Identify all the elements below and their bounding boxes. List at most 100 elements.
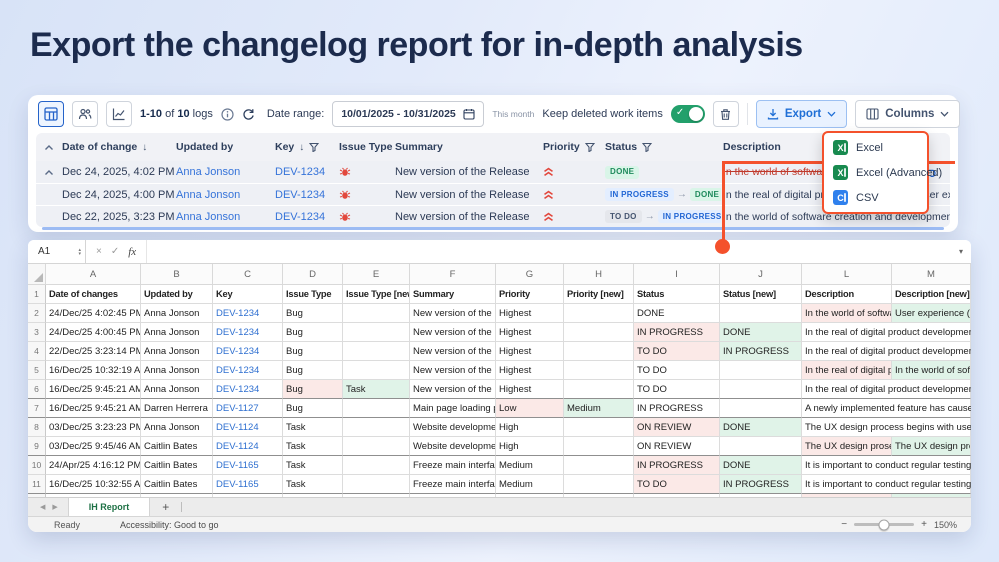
sheet-cell[interactable]: Issue Type [new] (343, 285, 410, 304)
user-link[interactable]: Anna Jonson (176, 188, 241, 201)
refresh-icon[interactable] (242, 108, 255, 121)
sheet-cell[interactable]: New version of the Rele (410, 380, 496, 399)
sheet-cell[interactable]: Anna Jonson (141, 323, 213, 342)
row-collapse-icon[interactable] (36, 169, 60, 176)
people-view-button[interactable] (72, 101, 98, 127)
sheet-cell[interactable]: Issue Type (283, 285, 343, 304)
column-header-D[interactable]: D (283, 264, 343, 284)
sheet-cell[interactable]: Anna Jonson (141, 361, 213, 380)
tab-next-icon[interactable]: ▶ (52, 504, 58, 511)
sheet-cell[interactable]: Summary (410, 285, 496, 304)
zoom-level[interactable]: 150% (933, 519, 957, 530)
sheet-cell[interactable]: 16/Dec/25 9:45:21 AM (46, 380, 141, 399)
sheet-cell[interactable]: 22/Dec/25 3:23:14 PM (46, 342, 141, 361)
sheet-cell[interactable]: 03/Dec/25 9:45/46 AM (46, 437, 141, 456)
sheet-cell[interactable]: The UX design process b (892, 437, 971, 456)
sheet-cell[interactable]: Task (343, 380, 410, 399)
sheet-cell[interactable]: DEV-1165 (213, 475, 283, 494)
cell-key[interactable]: DEV-1234 (273, 166, 337, 178)
sheet-cell[interactable]: DEV-1127 (213, 399, 283, 418)
sheet-cell[interactable]: Bug (283, 399, 343, 418)
sheet-cell[interactable]: Website development (410, 418, 496, 437)
date-range-input[interactable]: 10/01/2025 - 10/31/2025 (332, 101, 485, 127)
zoom-slider[interactable] (854, 519, 915, 530)
sheet-cell[interactable]: Bug (283, 323, 343, 342)
zoom-out-button[interactable]: − (841, 519, 848, 530)
status-accessibility[interactable]: Accessibility: Good to go (120, 519, 219, 530)
sheet-cell[interactable]: Highest (496, 304, 564, 323)
formula-cancel-icon[interactable]: × (96, 246, 102, 257)
sheet-cell[interactable]: TO DO (634, 475, 720, 494)
collapse-all-icon[interactable] (36, 144, 60, 151)
sheet-cell[interactable] (564, 380, 634, 399)
sheet-cell[interactable] (410, 494, 496, 497)
row-header-4[interactable]: 4 (28, 342, 46, 361)
sheet-cell[interactable] (564, 456, 634, 475)
sheet-cell[interactable]: New version of the Rele (410, 361, 496, 380)
zoom-in-button[interactable]: + (921, 519, 927, 530)
column-header-F[interactable]: F (410, 264, 496, 284)
sheet-cell[interactable]: 16/Dec/25 10:32:19 AM (46, 361, 141, 380)
sheet-cell[interactable]: In the real of digital product developme… (802, 323, 971, 342)
filter-icon[interactable] (642, 142, 653, 152)
column-header-issue-type[interactable]: Issue Type (337, 141, 393, 153)
changelog-row[interactable]: Dec 24, 2025, 4:00 PM Anna Jonson DEV-1234… (36, 183, 950, 205)
sheet-cell[interactable]: Task (283, 437, 343, 456)
sheet-cell[interactable]: DEV-1124 (213, 437, 283, 456)
issue-key-link[interactable]: DEV-1234 (275, 210, 326, 223)
sheet-cell[interactable] (343, 494, 410, 497)
sheet-cell[interactable] (634, 494, 720, 497)
sheet-cell[interactable]: IN PROGRESS (720, 342, 802, 361)
fx-icon[interactable]: fx (128, 245, 137, 258)
columns-button[interactable]: Columns (855, 100, 961, 128)
sheet-cell[interactable]: Low (496, 399, 564, 418)
sheet-cell[interactable]: Bug (283, 361, 343, 380)
sheet-cell[interactable]: New version of the Rele (410, 323, 496, 342)
filter-icon[interactable] (309, 142, 320, 152)
sheet-tab-active[interactable]: IH Report (67, 498, 151, 516)
sheet-cell[interactable] (564, 437, 634, 456)
sheet-cell[interactable] (564, 494, 634, 497)
sheet-cell[interactable]: Caitlin Bates (141, 456, 213, 475)
sheet-cell[interactable] (564, 418, 634, 437)
sheet-cell[interactable]: TO DO (634, 361, 720, 380)
sheet-cell[interactable]: DEV-1234 (213, 342, 283, 361)
sheet-cell[interactable]: 24/Apr/25 4:16:12 PM (46, 456, 141, 475)
sheet-cell[interactable]: ON REVIEW (634, 437, 720, 456)
cell-key[interactable]: DEV-1234 (273, 189, 337, 201)
sheet-cell[interactable] (283, 494, 343, 497)
row-header-12[interactable]: 12 (28, 494, 46, 497)
sheet-cell[interactable]: Key (213, 285, 283, 304)
sheet-cell[interactable]: 24/Dec/25 4:02:45 PM (46, 304, 141, 323)
zoom-slider-knob[interactable] (878, 519, 890, 530)
row-header-8[interactable]: 8 (28, 418, 46, 437)
row-header-10[interactable]: 10 (28, 456, 46, 475)
sheet-cell[interactable]: DEV-1234 (213, 380, 283, 399)
sheet-cell[interactable] (720, 304, 802, 323)
sheet-cell[interactable] (343, 323, 410, 342)
sheet-cell[interactable]: A newly implemented feature has caused u… (802, 399, 971, 418)
sheet-cell[interactable]: High (496, 418, 564, 437)
changelog-row[interactable]: Dec 24, 2025, 4:02 PM Anna Jonson DEV-1234… (36, 161, 950, 183)
sheet-cell[interactable]: Updated by (141, 285, 213, 304)
sheet-cell[interactable] (802, 494, 892, 497)
sheet-cell[interactable]: Caitlin Bates (141, 475, 213, 494)
sheet-cell[interactable] (564, 304, 634, 323)
sheet-cell[interactable]: DEV-1234 (213, 361, 283, 380)
table-view-button[interactable] (38, 101, 64, 127)
sheet-cell[interactable]: Freeze main interface (410, 475, 496, 494)
sheet-cell[interactable]: IN PROGRESS (634, 399, 720, 418)
column-header-H[interactable]: H (564, 264, 634, 284)
sheet-cell[interactable]: High (496, 437, 564, 456)
sheet-cell[interactable]: User experience (UX) de (892, 304, 971, 323)
filter-icon[interactable] (584, 142, 595, 152)
sheet-cell[interactable]: DEV-1234 (213, 323, 283, 342)
sheet-cell[interactable] (343, 418, 410, 437)
sheet-cell[interactable]: It is important to conduct regular testi… (802, 456, 971, 475)
sheet-cell[interactable]: Bug (283, 304, 343, 323)
sheet-cell[interactable]: Status (634, 285, 720, 304)
column-header-description[interactable]: Description (721, 141, 950, 153)
column-header-B[interactable]: B (141, 264, 213, 284)
sheet-cell[interactable] (46, 494, 141, 497)
sheet-cell[interactable]: DONE (720, 456, 802, 475)
